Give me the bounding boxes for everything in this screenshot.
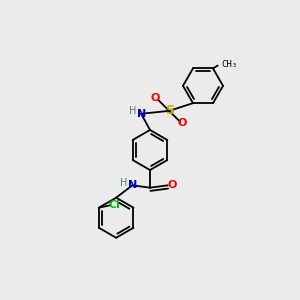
Text: N: N: [136, 109, 146, 119]
Text: O: O: [178, 118, 188, 128]
Text: N: N: [128, 180, 137, 190]
Text: H: H: [120, 178, 128, 188]
Text: H: H: [129, 106, 137, 116]
Text: S: S: [165, 104, 174, 117]
Text: O: O: [151, 94, 160, 103]
Text: CH₃: CH₃: [221, 60, 237, 69]
Text: Cl: Cl: [108, 200, 120, 210]
Text: O: O: [167, 180, 176, 190]
